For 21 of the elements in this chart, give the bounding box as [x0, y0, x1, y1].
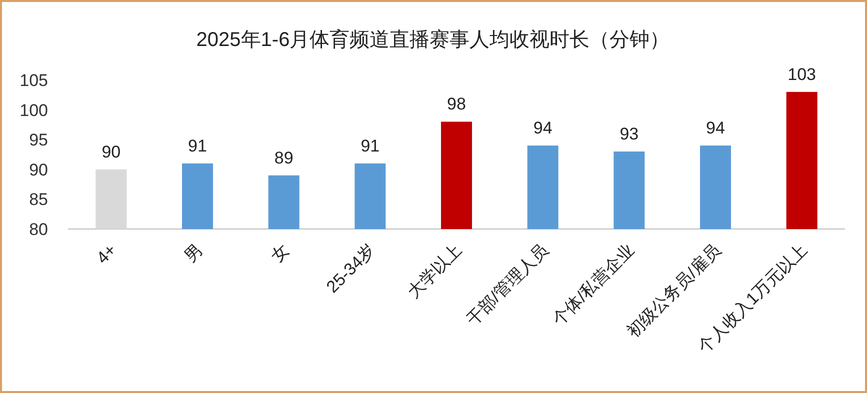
data-label: 94: [706, 118, 725, 138]
data-label: 90: [102, 142, 121, 162]
data-label: 94: [533, 118, 552, 138]
data-label: 91: [188, 136, 207, 156]
x-tick-label: 大学以上: [404, 240, 466, 302]
x-tick-label: 4+: [92, 240, 120, 268]
x-tick-label: 女: [267, 240, 293, 266]
y-tick-label: 95: [29, 130, 48, 150]
y-tick-label: 85: [29, 190, 48, 210]
y-tick-label: 90: [29, 160, 48, 180]
data-label: 89: [274, 148, 294, 168]
data-label: 98: [447, 94, 466, 114]
chart-title: 2025年1-6月体育频道直播赛事人均收视时长（分钟）: [196, 28, 670, 51]
data-label: 103: [788, 64, 816, 84]
y-tick-label: 100: [20, 100, 48, 120]
data-label: 93: [620, 124, 639, 144]
y-tick-label: 105: [20, 71, 48, 90]
x-tick-label: 干部/管理人员: [462, 240, 552, 330]
y-tick-label: 80: [29, 220, 48, 239]
x-tick-label: 男: [180, 240, 206, 266]
data-label: 91: [360, 136, 380, 156]
